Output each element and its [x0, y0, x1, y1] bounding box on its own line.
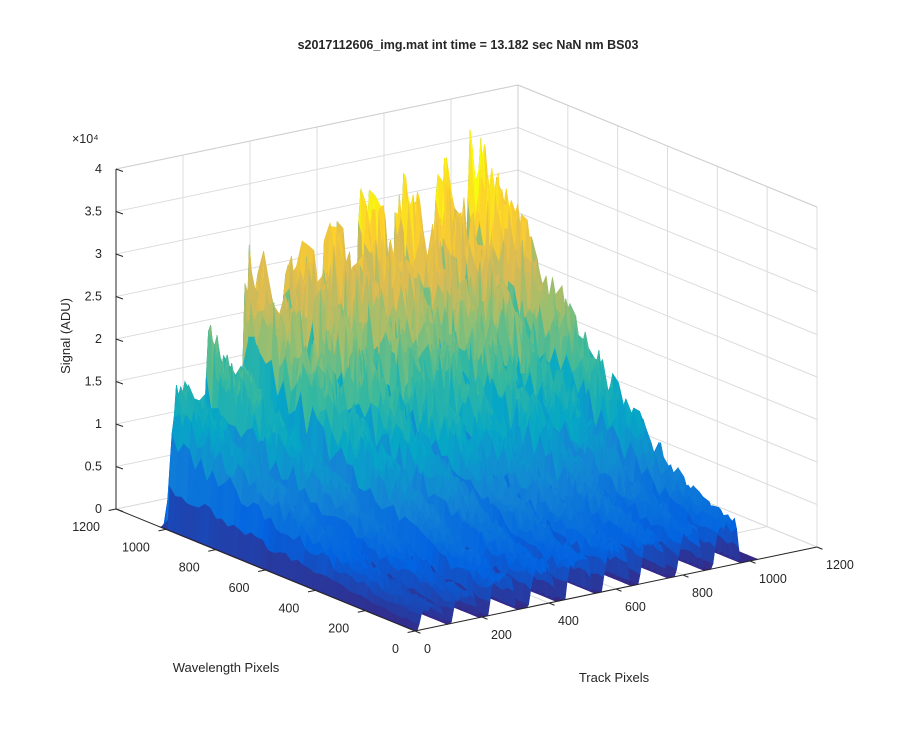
grid-line-backwall-z — [115, 127, 519, 212]
grid-line-sidewall-z — [517, 127, 818, 250]
grid-line-sidewall-z — [517, 212, 818, 335]
grid-line-backwall-z — [115, 169, 519, 255]
box-edge — [517, 84, 818, 208]
grid-line-sidewall-z — [517, 169, 818, 293]
surface-mesh — [158, 129, 759, 632]
grid-line-sidewall-z — [517, 254, 818, 378]
box-edge — [115, 84, 519, 170]
